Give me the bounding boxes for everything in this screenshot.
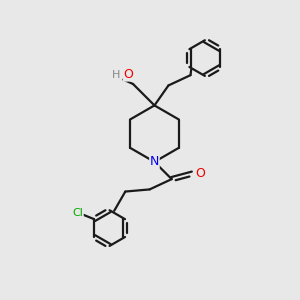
Text: O: O bbox=[123, 68, 133, 81]
Text: H: H bbox=[112, 70, 121, 80]
Text: O: O bbox=[196, 167, 206, 180]
Text: Cl: Cl bbox=[72, 208, 83, 218]
Text: N: N bbox=[150, 155, 159, 168]
